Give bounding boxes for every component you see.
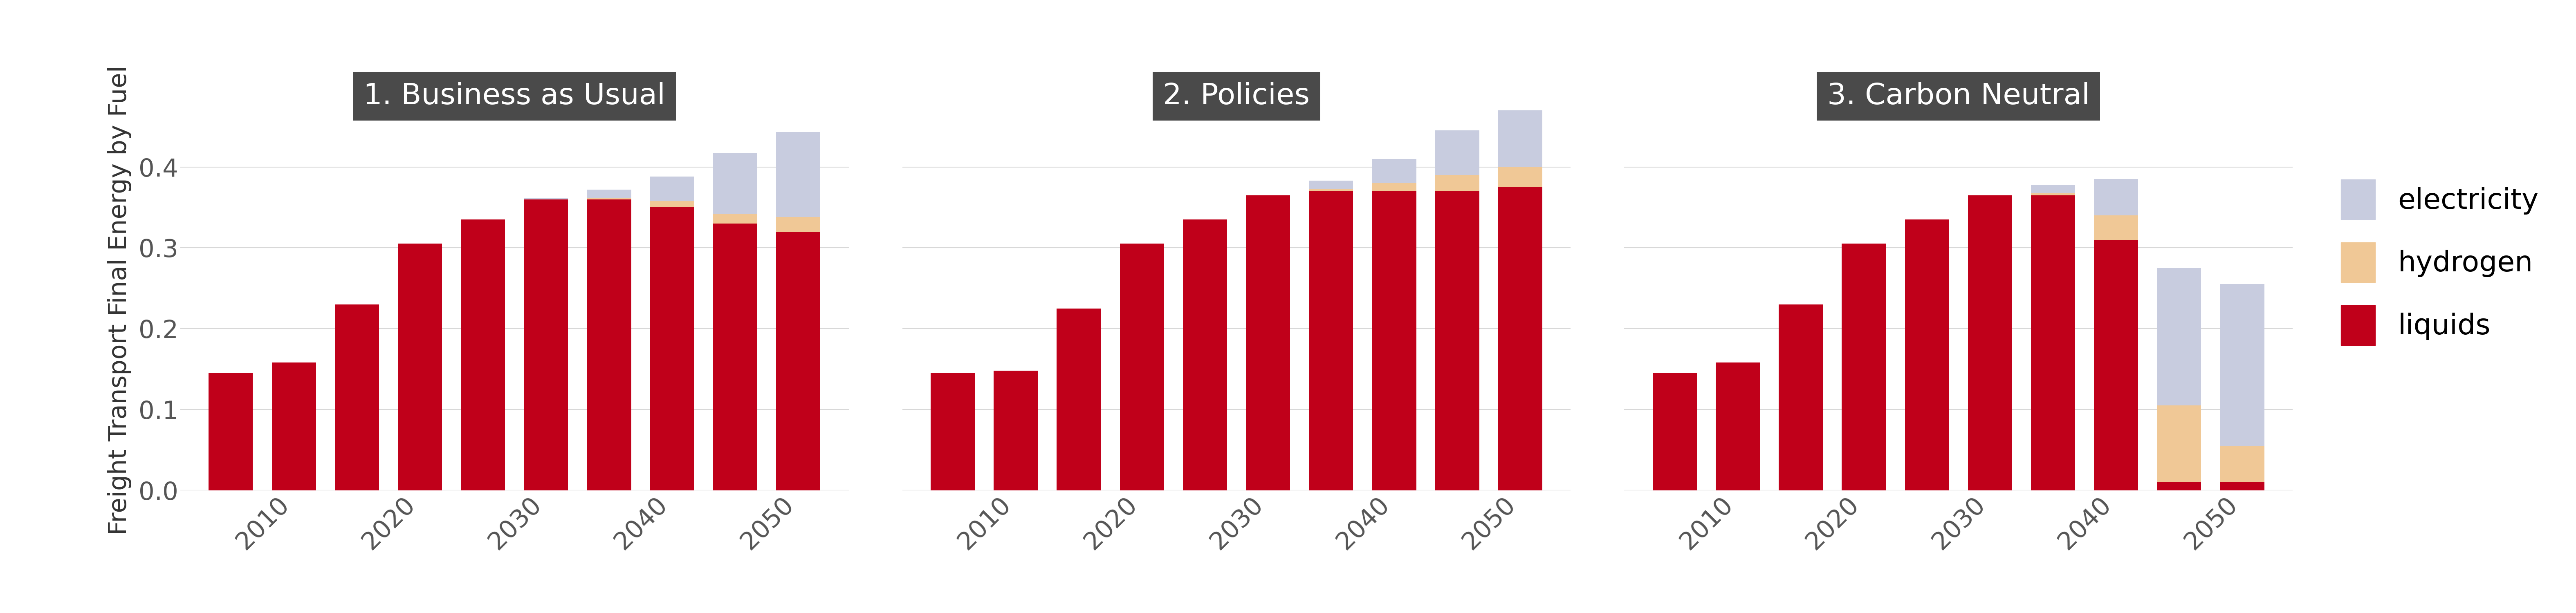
Bar <box>714 214 757 224</box>
Bar <box>1373 159 1417 183</box>
Bar <box>587 199 631 490</box>
Bar <box>335 305 379 490</box>
Bar <box>1247 196 1291 490</box>
Bar <box>1435 175 1479 191</box>
Bar <box>1716 363 1759 490</box>
Bar <box>994 371 1038 490</box>
Bar <box>209 373 252 490</box>
Bar <box>397 244 443 490</box>
Bar <box>270 363 317 490</box>
Bar <box>714 224 757 490</box>
Bar <box>775 217 819 232</box>
Bar <box>1309 181 1352 189</box>
Bar <box>1499 110 1543 167</box>
Bar <box>1777 305 1824 490</box>
Bar <box>775 232 819 490</box>
Bar <box>1373 183 1417 191</box>
Legend: electricity, hydrogen, liquids: electricity, hydrogen, liquids <box>2326 166 2553 359</box>
Bar <box>714 153 757 214</box>
Bar <box>775 132 819 217</box>
Bar <box>2156 268 2202 405</box>
Bar <box>1842 244 1886 490</box>
Title: 2. Policies: 2. Policies <box>1164 82 1309 110</box>
Bar <box>1373 191 1417 490</box>
Bar <box>1499 187 1543 490</box>
Bar <box>1309 191 1352 490</box>
Bar <box>587 197 631 199</box>
Title: 1. Business as Usual: 1. Business as Usual <box>363 82 665 110</box>
Bar <box>2221 446 2264 482</box>
Bar <box>2221 284 2264 446</box>
Bar <box>1182 219 1226 490</box>
Bar <box>2156 482 2202 490</box>
Bar <box>2156 405 2202 482</box>
Bar <box>2221 482 2264 490</box>
Bar <box>649 177 696 201</box>
Bar <box>2030 185 2076 193</box>
Bar <box>1499 167 1543 187</box>
Bar <box>461 219 505 490</box>
Y-axis label: Freight Transport Final Energy by Fuel: Freight Transport Final Energy by Fuel <box>108 66 131 535</box>
Bar <box>1309 189 1352 191</box>
Bar <box>1904 219 1950 490</box>
Bar <box>523 197 569 199</box>
Bar <box>649 201 696 207</box>
Bar <box>2030 196 2076 490</box>
Bar <box>2094 240 2138 490</box>
Bar <box>1121 244 1164 490</box>
Bar <box>1435 191 1479 490</box>
Bar <box>2094 179 2138 215</box>
Title: 3. Carbon Neutral: 3. Carbon Neutral <box>1826 82 2089 110</box>
Bar <box>2030 193 2076 196</box>
Bar <box>587 189 631 197</box>
Bar <box>930 373 974 490</box>
Bar <box>2094 215 2138 240</box>
Bar <box>649 207 696 490</box>
Bar <box>1968 196 2012 490</box>
Bar <box>1056 308 1100 490</box>
Bar <box>1654 373 1698 490</box>
Bar <box>523 199 569 490</box>
Bar <box>1435 131 1479 175</box>
